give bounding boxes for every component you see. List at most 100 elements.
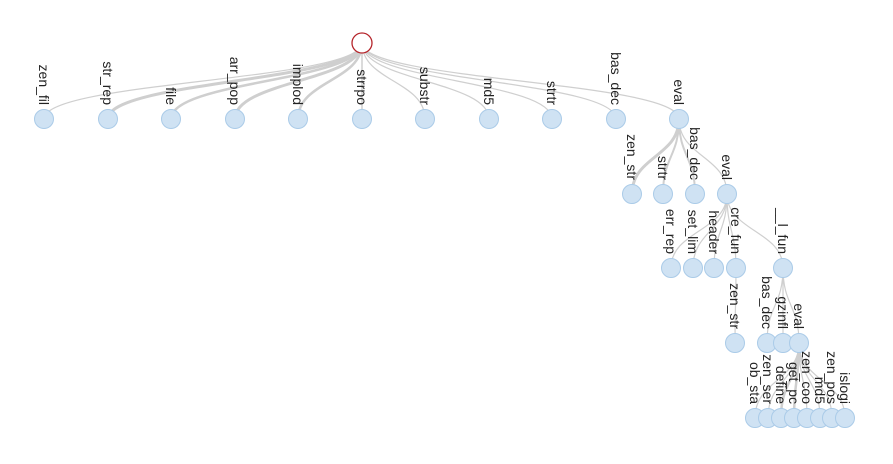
tree-node-bas-dec[interactable]: bas_dec [606,52,626,129]
tree-link [782,267,800,344]
tree-node-islogi[interactable]: islogi [835,372,855,428]
node-label: strrpo [354,69,370,105]
tree-node-zen-fil[interactable]: zen_fil [34,65,54,129]
node-circle[interactable] [288,109,308,129]
node-circle[interactable] [34,109,54,129]
node-label: get_pc [786,362,802,404]
node-label: bas_dec [608,52,624,105]
tree-link [169,42,364,120]
tree-node-md5[interactable]: md5 [479,78,499,129]
tree-node-strtr[interactable]: strtr [653,156,673,204]
tree-link [361,42,490,120]
node-circle[interactable] [542,109,562,129]
node-label: bas_dec [687,127,703,180]
tree-node-strrpo[interactable]: strrpo [352,69,372,129]
node-label: strtr [655,156,671,180]
node-circle[interactable] [669,109,689,129]
node-label: str_rep [100,61,116,105]
node-circle[interactable] [835,408,855,428]
tree-link [670,193,728,269]
tree-link [43,42,363,120]
node-circle[interactable] [161,109,181,129]
node-label: eval [671,79,687,105]
tree-node-eval[interactable]: eval [789,303,809,353]
tree-node-gzinfl[interactable]: gzinfl [773,296,793,353]
node-label: md5 [812,377,828,404]
tree-link [726,193,784,269]
tree-node-cre-fun[interactable]: cre_fun [726,207,746,278]
tree-root-node[interactable] [351,32,373,54]
node-label: file [163,87,179,105]
tree-node-set-lim[interactable]: set_lim [683,210,703,278]
node-circle[interactable] [726,258,746,278]
tree-node-eval[interactable]: eval [669,79,689,129]
node-circle[interactable] [717,184,737,204]
tree-link [361,42,426,120]
node-circle[interactable] [653,184,673,204]
node-label: md5 [481,78,497,105]
tree-node-substr[interactable]: substr [415,67,435,129]
tree-node-file[interactable]: file [161,87,181,129]
tree-node-l-fun[interactable]: __l_fun [773,207,793,278]
node-label: zen_str [727,283,743,329]
tree-link [798,342,846,419]
tree-link [726,193,737,269]
tree-link [361,42,553,120]
tree-link [678,118,696,195]
tree-node-err-rep[interactable]: err_rep [661,209,681,278]
tree-link [678,118,728,195]
node-circle[interactable] [725,333,745,353]
node-circle[interactable] [606,109,626,129]
node-circle[interactable] [352,109,372,129]
tree-node-strtr[interactable]: strtr [542,81,562,129]
node-label: eval [719,154,735,180]
tree-link [361,42,680,120]
tree-node-str-rep[interactable]: str_rep [98,61,118,129]
node-label: implod [290,64,306,105]
node-label: arr_pop [227,57,243,105]
tree-link [296,42,364,120]
node-label: __l_fun [775,207,791,254]
node-circle[interactable] [479,109,499,129]
tree-node-implod[interactable]: implod [288,64,308,129]
node-label: define [773,366,789,404]
node-label: eval [791,303,807,329]
node-label: zen_ser [760,354,776,404]
node-circle[interactable] [351,32,373,54]
node-circle[interactable] [683,258,703,278]
tree-node-header[interactable]: header [704,210,724,278]
node-circle[interactable] [661,258,681,278]
tree-link [713,193,728,269]
node-circle[interactable] [704,258,724,278]
node-label: islogi [837,372,853,404]
node-circle[interactable] [622,184,642,204]
tree-node-zen-str[interactable]: zen_str [725,283,745,353]
node-circle[interactable] [773,258,793,278]
node-label: strtr [544,81,560,105]
node-label: set_lim [685,210,701,254]
node-label: header [706,210,722,254]
node-label: zen_fil [36,65,52,105]
tree-link [692,193,728,269]
tree-link [233,42,364,120]
node-label: bas_dec [759,276,775,329]
tree-link [106,42,364,120]
tree-node-arr-pop[interactable]: arr_pop [225,57,245,129]
node-label: gzinfl [775,296,791,329]
tree-link [361,42,617,120]
tree-node-eval[interactable]: eval [717,154,737,204]
node-circle[interactable] [789,333,809,353]
node-label: substr [417,67,433,105]
node-label: cre_fun [728,207,744,254]
node-circle[interactable] [685,184,705,204]
node-label: zen_coo [799,351,815,404]
node-label: zen_str [624,134,640,180]
tree-node-bas-dec[interactable]: bas_dec [685,127,705,204]
node-circle[interactable] [225,109,245,129]
node-label: ob_sta [747,362,763,404]
tree-node-zen-str[interactable]: zen_str [622,134,642,204]
node-circle[interactable] [98,109,118,129]
node-circle[interactable] [415,109,435,129]
